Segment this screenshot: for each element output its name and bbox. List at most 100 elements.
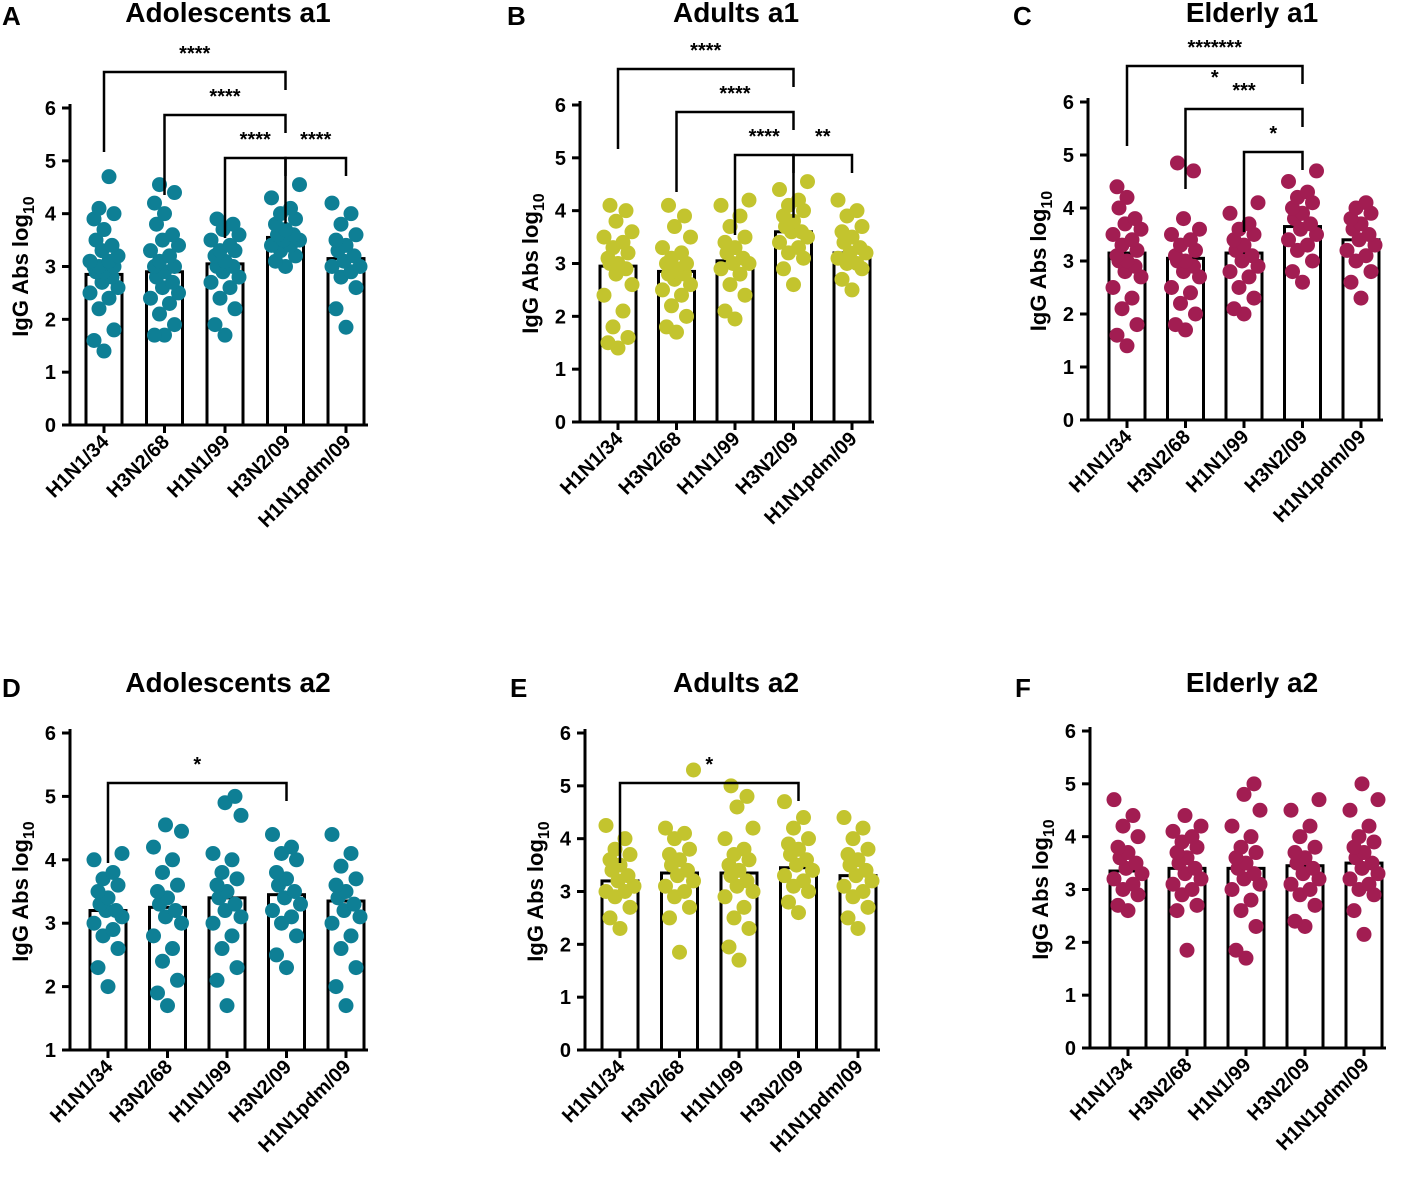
data-point [1124,232,1140,248]
data-point [1244,248,1260,264]
data-point [677,884,692,899]
x-tick-label: H1N1/34 [42,430,114,502]
data-point [1226,301,1242,317]
data-point [722,277,738,293]
data-point [1283,876,1299,892]
data-point [147,327,162,343]
data-point [1188,306,1203,322]
data-point [834,224,850,240]
data-point [105,864,121,880]
data-point [147,195,162,211]
data-point [855,884,871,899]
data-point [96,343,112,359]
data-point [674,245,689,261]
data-point [1165,876,1181,892]
data-point [174,915,189,931]
data-point [170,877,185,893]
significance-bracket [163,113,287,195]
data-point [333,858,349,874]
data-point [1224,818,1240,834]
data-point [1285,264,1300,280]
data-point [1184,829,1200,845]
data-point [732,266,748,282]
data-point [736,841,752,857]
data-point [348,227,364,243]
data-point [674,287,689,303]
data-point [167,317,182,333]
data-point [227,301,243,317]
data-point [157,206,172,222]
data-point [682,841,697,857]
data-point [1110,897,1126,913]
data-point [338,319,354,335]
data-point [672,944,687,960]
data-point [796,810,811,826]
data-point [830,250,846,266]
panel-title: Adults a2 [673,667,799,698]
data-point [168,903,183,919]
data-point [203,274,219,290]
x-tick-label: H1N1/99 [165,1056,236,1127]
data-point [680,862,695,878]
data-point [162,295,177,311]
data-point [679,308,694,324]
data-point [1303,216,1318,232]
data-point [90,960,106,976]
data-point [82,253,98,269]
data-point [1119,189,1135,205]
y-axis-label: IgG Abs log10 [1028,819,1058,960]
data-point [1170,155,1185,171]
data-point [106,206,122,222]
data-point [1192,221,1207,237]
data-point [224,852,240,868]
y-tick-label: 4 [560,829,572,851]
y-tick-label: 1 [555,359,566,381]
data-point [855,820,871,836]
data-point [622,899,638,915]
data-point [1243,829,1259,845]
data-point [658,878,673,894]
data-point [745,820,761,836]
data-point [860,899,876,915]
y-tick-label: 4 [45,204,57,226]
data-point [174,823,189,839]
data-point [713,261,729,277]
data-point [293,896,308,912]
x-tick-label: H1N1/34 [556,427,628,499]
data-point [269,947,284,963]
x-tick-label: H1N1/34 [1066,1053,1138,1125]
data-point [104,237,120,253]
data-point [844,282,860,298]
data-point [1236,786,1252,802]
data-point [82,285,98,301]
data-point [1184,882,1200,897]
panel-title: Elderly a1 [1186,0,1318,28]
y-tick-label: 2 [1063,304,1074,326]
data-point [324,259,340,274]
data-point [114,845,130,861]
data-point [860,841,876,857]
significance-label: **** [240,129,271,151]
data-point [146,928,161,944]
data-point [219,998,235,1014]
data-point [105,922,121,938]
y-tick-label: 0 [560,1040,571,1062]
y-axis-label: IgG Abs log10 [1026,191,1056,332]
data-point [1109,179,1125,195]
data-point [284,909,299,925]
panel-letter: E [510,673,527,703]
data-point [1238,950,1254,966]
panel-c: C Elderly a1 IgG Abs log10 0 1 2 3 4 5 6 H1N1/34H3… [1013,0,1383,527]
data-point [1187,860,1203,876]
data-point [727,311,743,327]
significance-bracket [616,67,795,149]
data-point [86,915,102,931]
x-tick-label: H3N2/68 [103,431,174,502]
y-tick-label: 1 [1065,985,1076,1007]
data-point [658,820,673,836]
significance-label: ******* [1188,37,1243,59]
data-point [786,820,801,836]
y-axis-label: IgG Abs log10 [8,821,38,962]
data-point [1186,163,1201,179]
y-tick-label: 0 [45,415,56,437]
